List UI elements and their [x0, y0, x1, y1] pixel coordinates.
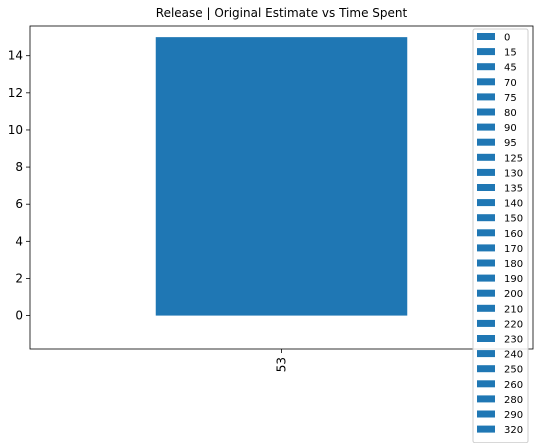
legend-label-280: 280 — [504, 395, 523, 406]
x-tick-label: 53 — [275, 357, 289, 372]
legend-swatch-160 — [477, 229, 495, 237]
legend-label-190: 190 — [504, 274, 523, 285]
legend-label-250: 250 — [504, 365, 523, 376]
legend-swatch-290 — [477, 410, 495, 418]
y-tick-label: 0 — [15, 309, 23, 323]
plot-area: 53 0 2 4 6 8 10 12 14 — [8, 25, 534, 372]
legend-label-160: 160 — [504, 229, 523, 240]
legend-swatch-15 — [477, 48, 495, 56]
legend-label-150: 150 — [504, 214, 523, 225]
legend-label-170: 170 — [504, 244, 523, 255]
legend-swatch-170 — [477, 244, 495, 252]
legend-swatch-75 — [477, 93, 495, 101]
legend-swatch-135 — [477, 184, 495, 191]
legend-swatch-45 — [477, 63, 495, 71]
y-tick-label: 4 — [15, 234, 23, 248]
y-tick-label: 8 — [15, 160, 23, 174]
legend-label-210: 210 — [504, 304, 523, 315]
legend-label-0: 0 — [504, 33, 510, 44]
legend-label-240: 240 — [504, 350, 523, 361]
legend-label-320: 320 — [504, 425, 523, 436]
legend-swatch-95 — [477, 138, 495, 146]
legend-label-125: 125 — [504, 153, 523, 164]
legend-label-260: 260 — [504, 380, 523, 391]
legend-label-230: 230 — [504, 335, 523, 346]
legend-label-140: 140 — [504, 199, 523, 210]
legend-label-70: 70 — [504, 78, 517, 89]
legend-swatch-90 — [477, 123, 495, 131]
legend-label-75: 75 — [504, 93, 517, 104]
legend-swatch-210 — [477, 304, 495, 312]
legend-swatch-280 — [477, 395, 495, 403]
y-tick-label: 12 — [8, 86, 23, 100]
legend-swatch-125 — [477, 153, 495, 161]
bar-53-0 — [155, 37, 408, 316]
legend-swatch-0 — [477, 33, 495, 40]
axes-frame — [29, 25, 534, 350]
legend-swatch-250 — [477, 365, 495, 373]
legend-label-95: 95 — [504, 138, 517, 149]
y-tick-label: 6 — [15, 197, 23, 211]
legend-swatch-140 — [477, 199, 495, 207]
legend-swatch-240 — [477, 350, 495, 358]
legend-swatch-80 — [477, 108, 495, 116]
legend-label-200: 200 — [504, 289, 523, 300]
legend-swatch-150 — [477, 214, 495, 222]
legend-label-220: 220 — [504, 319, 523, 330]
y-tick-label: 14 — [8, 49, 23, 63]
legend-label-290: 290 — [504, 410, 523, 421]
legend-swatch-200 — [477, 289, 495, 297]
chart-title: Release | Original Estimate vs Time Spen… — [156, 6, 408, 20]
legend-swatch-70 — [477, 78, 495, 86]
legend-label-135: 135 — [504, 184, 523, 195]
legend-label-80: 80 — [504, 108, 517, 119]
legend-swatch-260 — [477, 380, 495, 388]
legend-swatch-220 — [477, 319, 495, 327]
legend-swatch-130 — [477, 168, 495, 176]
legend: 0 15 45 70 75 80 90 95 125 130 135 140 150 160 170 180 1… — [472, 28, 529, 443]
legend-label-130: 130 — [504, 168, 523, 179]
legend-swatch-230 — [477, 335, 495, 342]
y-tick-label: 10 — [8, 123, 23, 137]
legend-label-90: 90 — [504, 123, 517, 134]
y-tick-label: 2 — [15, 271, 23, 285]
legend-swatch-320 — [477, 425, 495, 433]
legend-label-180: 180 — [504, 259, 523, 270]
legend-swatch-190 — [477, 274, 495, 282]
legend-swatch-180 — [477, 259, 495, 267]
legend-label-15: 15 — [504, 48, 517, 59]
legend-label-45: 45 — [504, 63, 517, 74]
